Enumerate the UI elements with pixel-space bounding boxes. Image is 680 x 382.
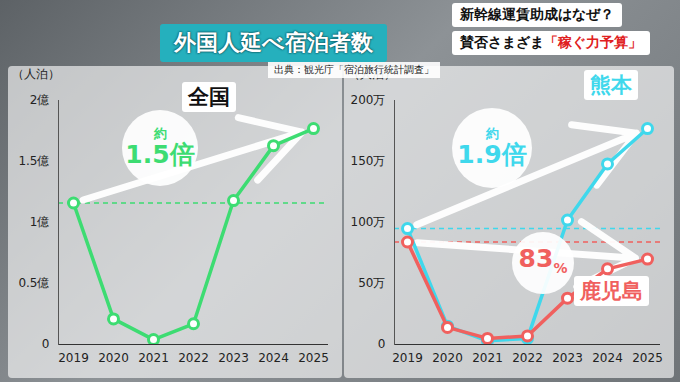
svg-text:50万: 50万 bbox=[358, 276, 385, 290]
svg-text:2024: 2024 bbox=[258, 351, 289, 365]
svg-text:150万: 150万 bbox=[351, 154, 386, 168]
html-text:外国人延べ宿泊者数: 外国人延べ宿泊者数 bbox=[174, 30, 373, 55]
svg-text:200万: 200万 bbox=[351, 93, 386, 107]
html-text:約: 約 bbox=[485, 126, 499, 141]
svg-text:2022: 2022 bbox=[512, 351, 543, 365]
svg-text:2020: 2020 bbox=[432, 351, 463, 365]
svg-text:2億: 2億 bbox=[30, 93, 50, 107]
svg-text:2021: 2021 bbox=[472, 351, 503, 365]
html-text:全国: 全国 bbox=[188, 85, 230, 109]
svg-text:2022: 2022 bbox=[178, 351, 209, 365]
svg-text:（人泊）: （人泊） bbox=[12, 67, 60, 81]
svg-text:1億: 1億 bbox=[30, 215, 50, 229]
html-text:新幹線運賃助成はなぜ？: 新幹線運賃助成はなぜ？ bbox=[460, 6, 614, 22]
svg-text:2021: 2021 bbox=[138, 351, 169, 365]
html-text:熊本: 熊本 bbox=[590, 73, 632, 97]
html-text:約: 約 bbox=[153, 126, 167, 141]
svg-text:2020: 2020 bbox=[98, 351, 129, 365]
svg-text:2024: 2024 bbox=[592, 351, 623, 365]
svg-text:1.5億: 1.5億 bbox=[18, 154, 49, 168]
svg-text:2025: 2025 bbox=[632, 351, 663, 365]
html-text:1.5倍: 1.5倍 bbox=[125, 140, 195, 169]
svg-text:0.5億: 0.5億 bbox=[18, 276, 49, 290]
svg-text:0: 0 bbox=[378, 337, 386, 351]
html-text:出典：観光庁「宿泊旅行統計調査」: 出典：観光庁「宿泊旅行統計調査」 bbox=[274, 64, 434, 75]
html-text:賛否さまざま「稼ぐ力予算」: 賛否さまざま「稼ぐ力予算」 bbox=[460, 34, 642, 50]
html-text:83%: 83% bbox=[518, 243, 568, 276]
svg-text:100万: 100万 bbox=[351, 215, 386, 229]
svg-text:2025: 2025 bbox=[298, 351, 329, 365]
svg-text:0: 0 bbox=[42, 337, 50, 351]
html-text:鹿児島: 鹿児島 bbox=[580, 279, 643, 303]
html-text:1.9倍: 1.9倍 bbox=[457, 140, 527, 169]
svg-text:2023: 2023 bbox=[218, 351, 249, 365]
svg-text:2019: 2019 bbox=[58, 351, 89, 365]
svg-text:2023: 2023 bbox=[552, 351, 583, 365]
svg-text:2019: 2019 bbox=[392, 351, 423, 365]
